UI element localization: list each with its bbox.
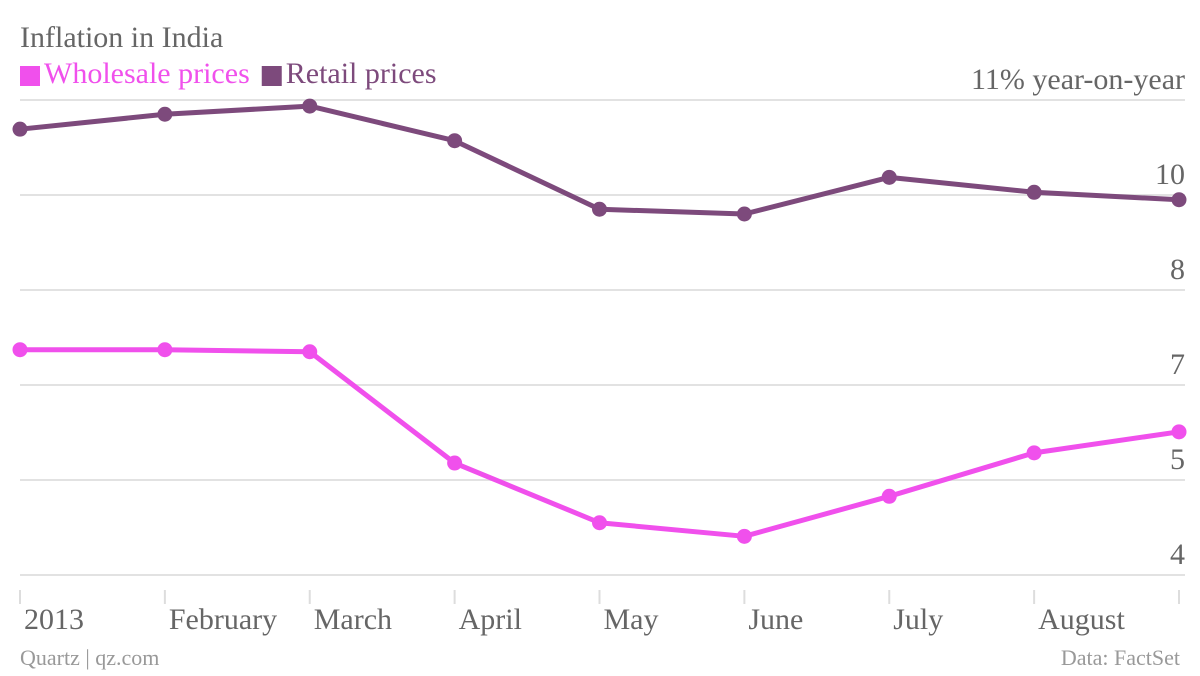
x-tick-label: August xyxy=(1038,603,1125,636)
y-tick-label: 4 xyxy=(1170,538,1185,571)
x-tick-label: July xyxy=(893,603,943,636)
point xyxy=(12,342,28,358)
point xyxy=(1026,184,1042,200)
point xyxy=(1171,192,1187,208)
y-tick-label: 8 xyxy=(1170,253,1185,286)
credit: Quartz | qz.com xyxy=(20,645,159,670)
point xyxy=(881,488,897,504)
source: Data: FactSet xyxy=(1061,645,1180,670)
x-tick-label: May xyxy=(604,603,659,636)
chart-title: Inflation in India xyxy=(20,21,223,54)
legend-label: Wholesale prices xyxy=(44,57,250,90)
legend-swatch xyxy=(20,66,40,86)
point xyxy=(157,342,173,358)
y-tick-label: 5 xyxy=(1170,443,1185,476)
point xyxy=(1171,424,1187,440)
y-tick-label: 11% year-on-year xyxy=(971,63,1185,96)
point xyxy=(736,528,752,544)
legend-swatch xyxy=(261,66,282,86)
point xyxy=(447,455,463,471)
x-tick-label: February xyxy=(169,603,277,636)
point xyxy=(736,206,752,222)
point xyxy=(881,169,897,185)
x-tick-label: June xyxy=(748,603,803,636)
point xyxy=(592,515,607,531)
point xyxy=(302,98,318,114)
point xyxy=(1026,445,1042,461)
y-axis-label: year-on-year xyxy=(1032,63,1185,96)
point xyxy=(592,201,607,217)
line xyxy=(20,347,1180,539)
y-tick-label: 10 xyxy=(1155,158,1185,191)
y-tick-label: 11% xyxy=(971,63,1025,96)
x-tick-label: April xyxy=(459,603,522,636)
point xyxy=(302,344,318,360)
y-tick-label: 7 xyxy=(1170,348,1185,381)
x-tick-label: March xyxy=(314,603,392,636)
point xyxy=(447,133,463,149)
point xyxy=(157,106,173,122)
line xyxy=(19,103,1180,217)
point xyxy=(12,121,28,137)
legend-label: Retail prices xyxy=(286,57,437,90)
x-tick-label: 2013 xyxy=(24,603,84,636)
